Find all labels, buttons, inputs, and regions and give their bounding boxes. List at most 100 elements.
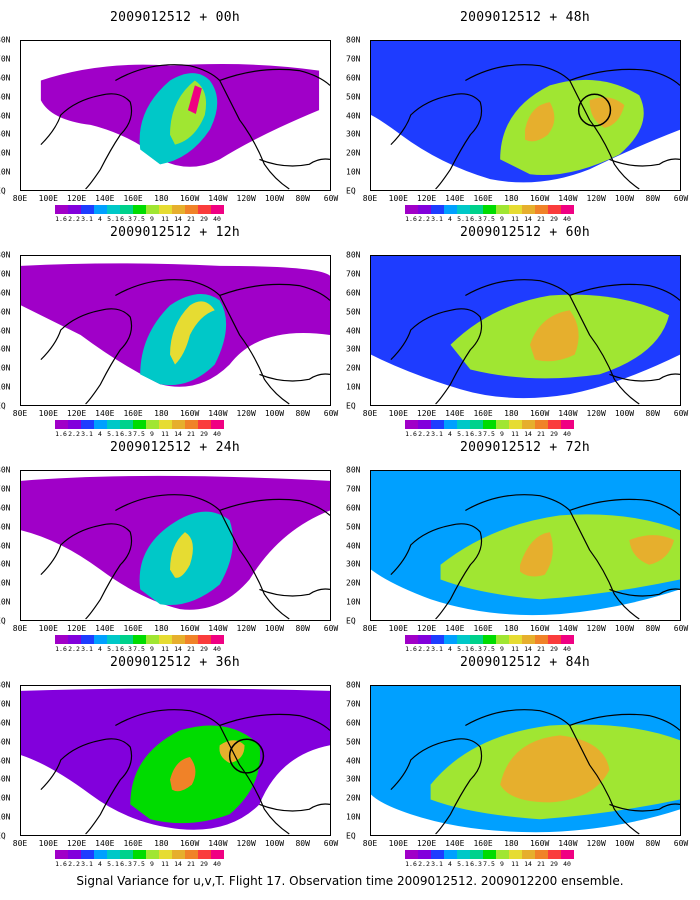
x-tick-label: 160E bbox=[123, 194, 143, 203]
y-tick-label: 20N bbox=[346, 148, 361, 158]
colorbar-swatch bbox=[211, 850, 224, 859]
variance-region bbox=[187, 85, 202, 115]
colorbar-tick-label: 21 bbox=[537, 215, 545, 223]
colorbar-swatch bbox=[159, 205, 172, 214]
colorbar-tick-label: 1.6 bbox=[55, 430, 67, 438]
colorbar-tick-label: 2.2 bbox=[68, 430, 80, 438]
y-tick-label: 60N bbox=[346, 73, 361, 83]
x-tick-label: 140E bbox=[95, 194, 115, 203]
y-tick-label: 40N bbox=[346, 541, 361, 550]
colorbar-swatch bbox=[172, 635, 185, 644]
x-tick-label: 60W bbox=[323, 624, 339, 633]
colorbar-swatch bbox=[496, 205, 509, 214]
colorbar-swatch bbox=[211, 205, 224, 214]
coastline bbox=[465, 494, 640, 620]
colorbar-tick-label: 40 bbox=[563, 645, 571, 653]
panel-title: 2009012512 + 24h bbox=[109, 440, 241, 455]
panel-title: 2009012512 + 00h bbox=[109, 10, 241, 25]
x-tick-label: 80W bbox=[645, 624, 660, 633]
x-tick-label: 100E bbox=[388, 194, 408, 203]
x-tick-label: 80E bbox=[362, 839, 378, 848]
variance-map bbox=[20, 40, 331, 191]
colorbar-swatch bbox=[185, 205, 198, 214]
x-tick-label: 160E bbox=[473, 624, 493, 633]
colorbar-tick-label: 4 bbox=[98, 215, 102, 223]
colorbar-tick-label: 21 bbox=[537, 645, 545, 653]
colorbar-swatch bbox=[185, 420, 198, 429]
colorbar-swatch bbox=[94, 205, 107, 214]
y-tick-label: 50N bbox=[0, 522, 11, 532]
coastline bbox=[609, 373, 680, 382]
colorbar-tick-label: 29 bbox=[200, 860, 208, 868]
colorbar-swatch bbox=[81, 635, 94, 644]
y-tick-label: 20N bbox=[346, 363, 361, 373]
y-tick-label: 10N bbox=[0, 597, 11, 607]
variance-map bbox=[20, 470, 331, 621]
colorbar-swatch bbox=[509, 205, 522, 214]
colorbar-tick-label: 14 bbox=[524, 215, 532, 223]
colorbar bbox=[405, 635, 574, 644]
colorbar-tick-label: 4 bbox=[448, 860, 452, 868]
coastline bbox=[465, 279, 640, 405]
colorbar-tick-label: 5.1 bbox=[457, 430, 469, 438]
x-tick-label: 140W bbox=[558, 409, 578, 418]
x-tick-label: 100E bbox=[388, 839, 408, 848]
map-panel: 2009012512 + 12h 80N 70N 60N 50N 40N 30N 20N 10N… bbox=[0, 215, 350, 438]
colorbar-tick-label: 5.1 bbox=[457, 860, 469, 868]
colorbar-swatch bbox=[120, 850, 133, 859]
x-tick-label: 120W bbox=[236, 409, 256, 418]
colorbar-tick-label: 3.1 bbox=[431, 215, 443, 223]
y-tick-label: 80N bbox=[346, 680, 361, 690]
colorbar-tick-label: 3.1 bbox=[81, 430, 93, 438]
colorbar-tick-label: 11 bbox=[161, 215, 169, 223]
x-tick-label: 120W bbox=[236, 624, 256, 633]
colorbar-tick-label: 11 bbox=[511, 645, 519, 653]
y-tick-label: 40N bbox=[0, 756, 11, 765]
colorbar bbox=[405, 850, 574, 859]
colorbar-tick-label: 7.5 bbox=[133, 645, 145, 653]
colorbar-tick-label: 14 bbox=[174, 215, 182, 223]
colorbar-tick-label: 14 bbox=[174, 645, 182, 653]
colorbar-swatch bbox=[444, 635, 457, 644]
y-tick-label: 20N bbox=[0, 578, 11, 588]
variance-region bbox=[525, 102, 555, 142]
colorbar-swatch bbox=[146, 205, 159, 214]
colorbar-tick-label: 1.6 bbox=[55, 860, 67, 868]
y-tick-label: 70N bbox=[346, 269, 361, 279]
colorbar-swatch bbox=[444, 420, 457, 429]
variance-map bbox=[20, 255, 331, 406]
x-tick-label: 80E bbox=[12, 624, 28, 633]
observation-circle-marker bbox=[577, 93, 612, 127]
x-tick-label: 120E bbox=[416, 839, 437, 848]
y-tick-label: 30N bbox=[346, 344, 361, 354]
colorbar-swatch bbox=[172, 850, 185, 859]
coastline bbox=[115, 64, 290, 190]
y-tick-label: 70N bbox=[0, 484, 11, 494]
colorbar-tick-label: 5.1 bbox=[457, 215, 469, 223]
x-tick-label: 100W bbox=[614, 839, 635, 848]
figure-caption: Signal Variance for u,v,T. Flight 17. Ob… bbox=[76, 874, 624, 888]
colorbar-swatch bbox=[172, 205, 185, 214]
y-tick-label: 50N bbox=[346, 92, 361, 102]
colorbar-tick-label: 9 bbox=[150, 430, 154, 438]
x-tick-label: 80E bbox=[362, 624, 378, 633]
x-tick-label: 120E bbox=[416, 624, 437, 633]
colorbar-swatch bbox=[172, 420, 185, 429]
variance-map bbox=[20, 685, 331, 836]
coastline bbox=[40, 523, 133, 620]
y-tick-label: EQ bbox=[0, 401, 6, 411]
x-tick-label: 180 bbox=[154, 624, 169, 633]
colorbar-tick-label: 11 bbox=[161, 645, 169, 653]
x-tick-label: 140W bbox=[558, 194, 578, 203]
map-panel: 2009012512 + 60h 80N 70N 60N 50N 40N 30N 20N 10N… bbox=[346, 215, 700, 438]
x-tick-label: 120E bbox=[66, 194, 87, 203]
colorbar-tick-label: 6.3 bbox=[470, 215, 482, 223]
colorbar-swatch bbox=[496, 850, 509, 859]
colorbar bbox=[55, 205, 224, 214]
y-tick-label: 80N bbox=[346, 465, 361, 475]
colorbar-swatch bbox=[470, 635, 483, 644]
colorbar-tick-label: 29 bbox=[550, 215, 558, 223]
colorbar-labels: 1.6 2.2 3.1 4 5.1 6.3 7.5 9 11 14 21 29 40 bbox=[405, 430, 665, 440]
colorbar-tick-label: 40 bbox=[213, 860, 221, 868]
colorbar-swatch bbox=[444, 850, 457, 859]
